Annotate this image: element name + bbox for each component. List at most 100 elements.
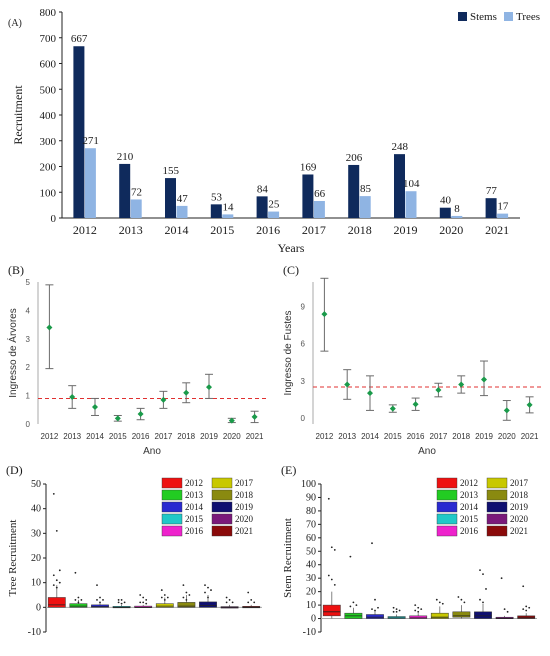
y-axis-title: Stem Recruitment <box>282 518 294 598</box>
outlier-point <box>145 602 148 605</box>
outlier-point <box>166 596 169 599</box>
y-tick-label: 0 <box>311 614 316 625</box>
outlier-point <box>250 599 253 601</box>
legend-swatch <box>161 489 183 501</box>
data-label: 14 <box>223 201 235 213</box>
x-tick-label: 2012 <box>41 432 59 441</box>
legend-label: 2021 <box>235 526 253 536</box>
x-tick-label: 2021 <box>485 223 509 237</box>
outlier-point <box>374 609 376 612</box>
panel-label: (E) <box>281 463 296 477</box>
box <box>199 601 217 608</box>
outlier-point <box>457 596 460 598</box>
legend-label: 2012 <box>460 478 478 488</box>
panel-label: (D) <box>6 463 23 477</box>
legend-label: Stems <box>470 11 497 23</box>
outlier-point <box>333 549 336 551</box>
outlier-point <box>120 599 123 601</box>
outlier-point <box>485 588 487 590</box>
legend-label: 2016 <box>460 526 479 536</box>
y-tick-label: 2 <box>26 363 31 372</box>
legend-swatch <box>211 501 233 513</box>
bar-trees <box>451 215 463 218</box>
panel-label: (A) <box>8 18 22 29</box>
outlier-point <box>482 601 484 604</box>
box <box>177 602 196 608</box>
legend-swatch <box>486 489 508 501</box>
legend-label: Trees <box>516 11 540 23</box>
x-tick-label: 2017 <box>430 432 448 441</box>
y-tick-label: 10 <box>306 600 316 611</box>
outlier-point <box>330 578 333 581</box>
legend-label: 2018 <box>510 490 529 500</box>
outlier-point <box>163 599 166 601</box>
x-tick-label: 2021 <box>521 432 539 441</box>
bar-trees <box>359 196 371 218</box>
outlier-point <box>204 584 206 587</box>
data-point <box>251 413 258 420</box>
x-tick-label: 2015 <box>384 432 402 441</box>
chart-d: (D) -10 0 10 20 30 40 50 Tree Recruitment 2012 201… <box>6 463 262 638</box>
legend-swatch <box>458 12 467 21</box>
y-tick-label: 20 <box>31 553 41 564</box>
outlier-point <box>185 591 188 594</box>
outlier-point <box>247 591 250 594</box>
data-point <box>389 405 396 412</box>
y-tick-label: 100 <box>301 479 316 490</box>
data-label: 53 <box>211 191 223 203</box>
outlier-point <box>247 601 250 604</box>
outlier-point <box>99 596 101 599</box>
legend-swatch <box>211 525 233 537</box>
x-tick-label: 2018 <box>177 432 195 441</box>
outlier-point <box>225 601 228 604</box>
outlier-point <box>435 598 438 601</box>
x-tick-label: 2016 <box>256 223 280 237</box>
y-tick-label: 500 <box>40 84 57 96</box>
data-label: 47 <box>177 193 189 205</box>
outlier-point <box>117 599 120 601</box>
outlier-point <box>395 610 398 613</box>
data-point <box>206 384 212 391</box>
legend-swatch <box>211 477 233 489</box>
y-tick-label: 50 <box>31 479 41 490</box>
outlier-point <box>55 529 58 532</box>
outlier-point <box>139 594 142 596</box>
y-tick-label: 3 <box>26 335 31 344</box>
outlier-point <box>123 601 126 604</box>
outlier-point <box>253 601 256 604</box>
outlier-point <box>160 596 163 599</box>
y-tick-label: 70 <box>306 519 316 530</box>
box <box>47 597 66 608</box>
outlier-point <box>525 609 528 612</box>
legend-swatch <box>436 513 458 525</box>
bar-trees <box>268 211 280 218</box>
chart-a: (A) 0 100 200 300 400 500 600 700 800 2012 667 271 20… <box>8 7 540 255</box>
legend-label: 2012 <box>185 478 203 488</box>
data-point <box>160 396 167 403</box>
data-label: 667 <box>71 33 88 45</box>
data-point <box>412 401 419 408</box>
data-label: 77 <box>486 185 498 197</box>
bar-trees <box>313 201 325 218</box>
outlier-point <box>58 569 61 572</box>
outlier-point <box>139 601 142 604</box>
y-tick-label: 200 <box>40 162 57 174</box>
bar-stems <box>165 178 176 218</box>
outlier-point <box>420 608 423 611</box>
x-tick-label: 2016 <box>407 432 425 441</box>
data-label: 85 <box>360 183 372 195</box>
y-tick-label: 800 <box>40 7 57 19</box>
x-tick-label: 2019 <box>394 223 418 237</box>
outlier-point <box>74 571 77 574</box>
y-tick-label: 6 <box>301 340 306 349</box>
bar-trees <box>405 191 417 218</box>
outlier-point <box>327 574 330 577</box>
outlier-point <box>210 589 212 591</box>
outlier-point <box>349 555 352 558</box>
box <box>322 604 341 617</box>
outlier-point <box>204 591 206 594</box>
outlier-point <box>506 610 509 613</box>
legend-label: 2020 <box>235 514 254 524</box>
box <box>366 614 384 619</box>
legend-swatch <box>486 477 508 489</box>
